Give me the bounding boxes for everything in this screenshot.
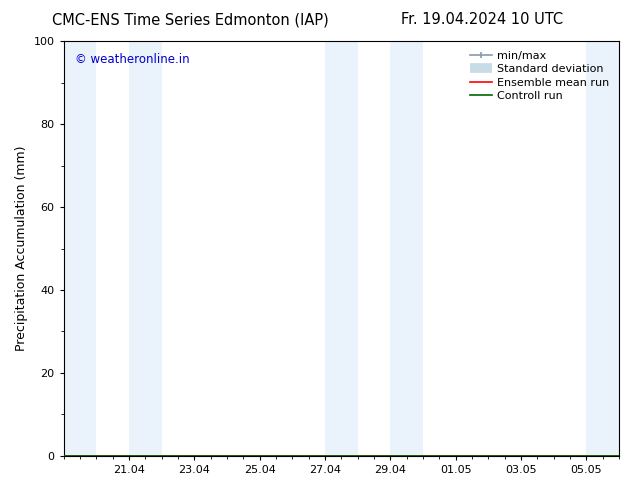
Y-axis label: Precipitation Accumulation (mm): Precipitation Accumulation (mm) xyxy=(15,146,28,351)
Text: CMC-ENS Time Series Edmonton (IAP): CMC-ENS Time Series Edmonton (IAP) xyxy=(52,12,328,27)
Text: Fr. 19.04.2024 10 UTC: Fr. 19.04.2024 10 UTC xyxy=(401,12,563,27)
Bar xyxy=(129,41,162,456)
Legend: min/max, Standard deviation, Ensemble mean run, Controll run: min/max, Standard deviation, Ensemble me… xyxy=(465,47,614,105)
Text: © weatheronline.in: © weatheronline.in xyxy=(75,53,190,67)
Bar xyxy=(586,41,619,456)
Bar xyxy=(63,41,96,456)
Bar xyxy=(391,41,423,456)
Bar xyxy=(325,41,358,456)
